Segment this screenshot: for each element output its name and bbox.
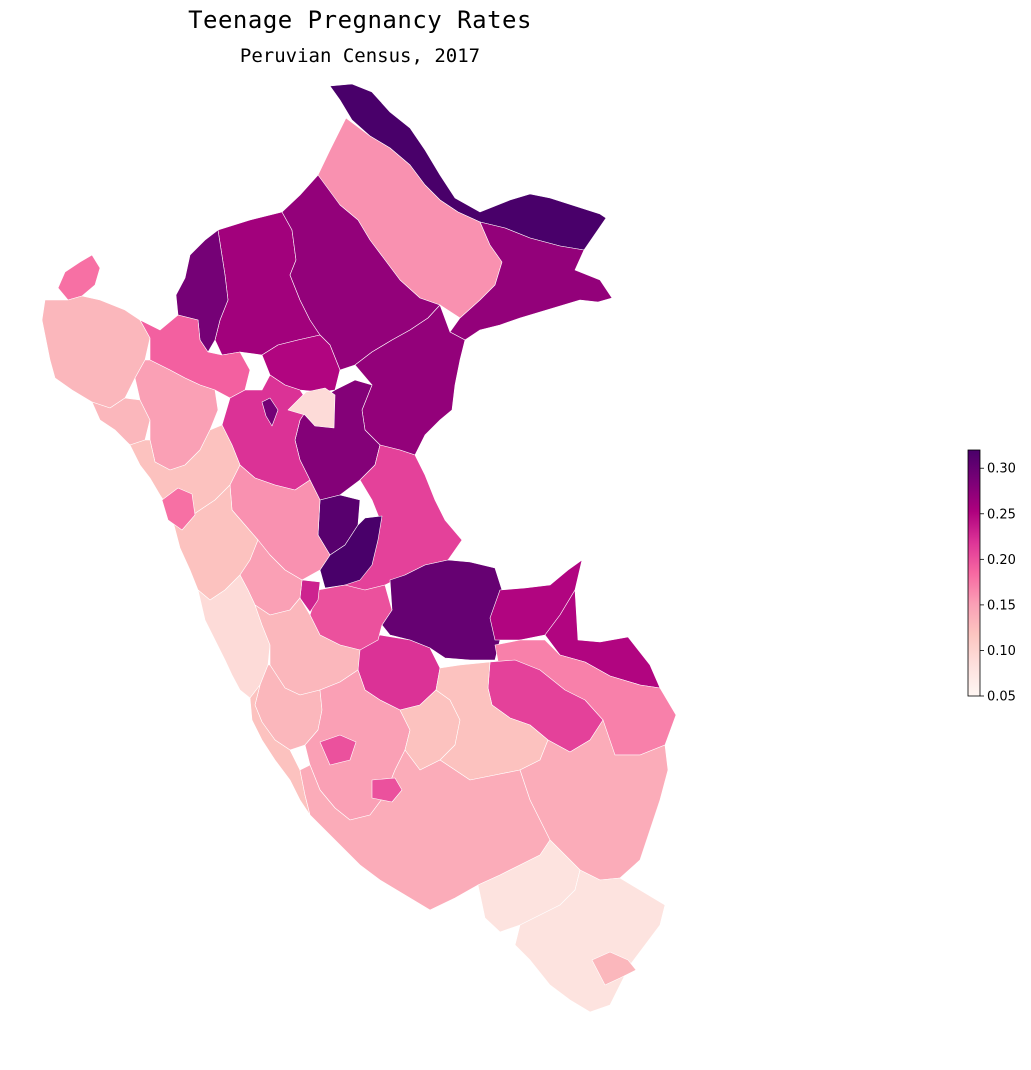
- region-district-a[interactable]: Condorcanqui: [261, 397, 279, 427]
- region-arequipa[interactable]: Arequipa: [299, 749, 551, 911]
- colorbar-tick-label: 0.25: [987, 507, 1016, 522]
- map-subtitle: Peruvian Census, 2017: [239, 45, 481, 67]
- region-lambayeque[interactable]: Lambayeque: [91, 397, 151, 446]
- region-district-e[interactable]: Tumbes: [161, 487, 196, 531]
- region-condorcanqui[interactable]: Condorcanqui: [175, 229, 229, 353]
- region-district-f[interactable]: Lambayeque: [591, 951, 637, 986]
- map-regions: Putumayo Maynas east Mariscal Ramon Cast…: [41, 83, 677, 1013]
- region-district-d[interactable]: Satipo: [371, 777, 403, 803]
- region-atalaya[interactable]: Atalaya: [319, 515, 383, 589]
- colorbar-tick-label: 0.30: [987, 462, 1016, 477]
- colorbar-ticks: 0.05 0.10 0.15 0.20 0.25 0.30: [980, 462, 1016, 705]
- map-title: Teenage Pregnancy Rates: [188, 6, 532, 34]
- region-mariscal-ramon-castilla[interactable]: Mariscal Ramon Castilla: [449, 221, 613, 341]
- region-district-b[interactable]: Lima: [287, 387, 336, 429]
- region-district-c[interactable]: Satipo: [319, 734, 357, 766]
- colorbar: 0.05 0.10 0.15 0.20 0.25 0.30: [967, 449, 1016, 705]
- colorbar-tick-label: 0.20: [987, 553, 1016, 568]
- colorbar-scale: [967, 449, 981, 697]
- region-la-libertad[interactable]: La Libertad: [129, 424, 241, 521]
- colorbar-tick-label: 0.05: [987, 690, 1016, 705]
- region-piura[interactable]: Piura: [41, 295, 151, 409]
- colorbar-tick-label: 0.10: [987, 644, 1016, 659]
- colorbar-tick-label: 0.15: [987, 598, 1016, 613]
- region-tacna[interactable]: Tacna: [514, 869, 666, 1013]
- region-tumbes[interactable]: Tumbes: [57, 254, 101, 301]
